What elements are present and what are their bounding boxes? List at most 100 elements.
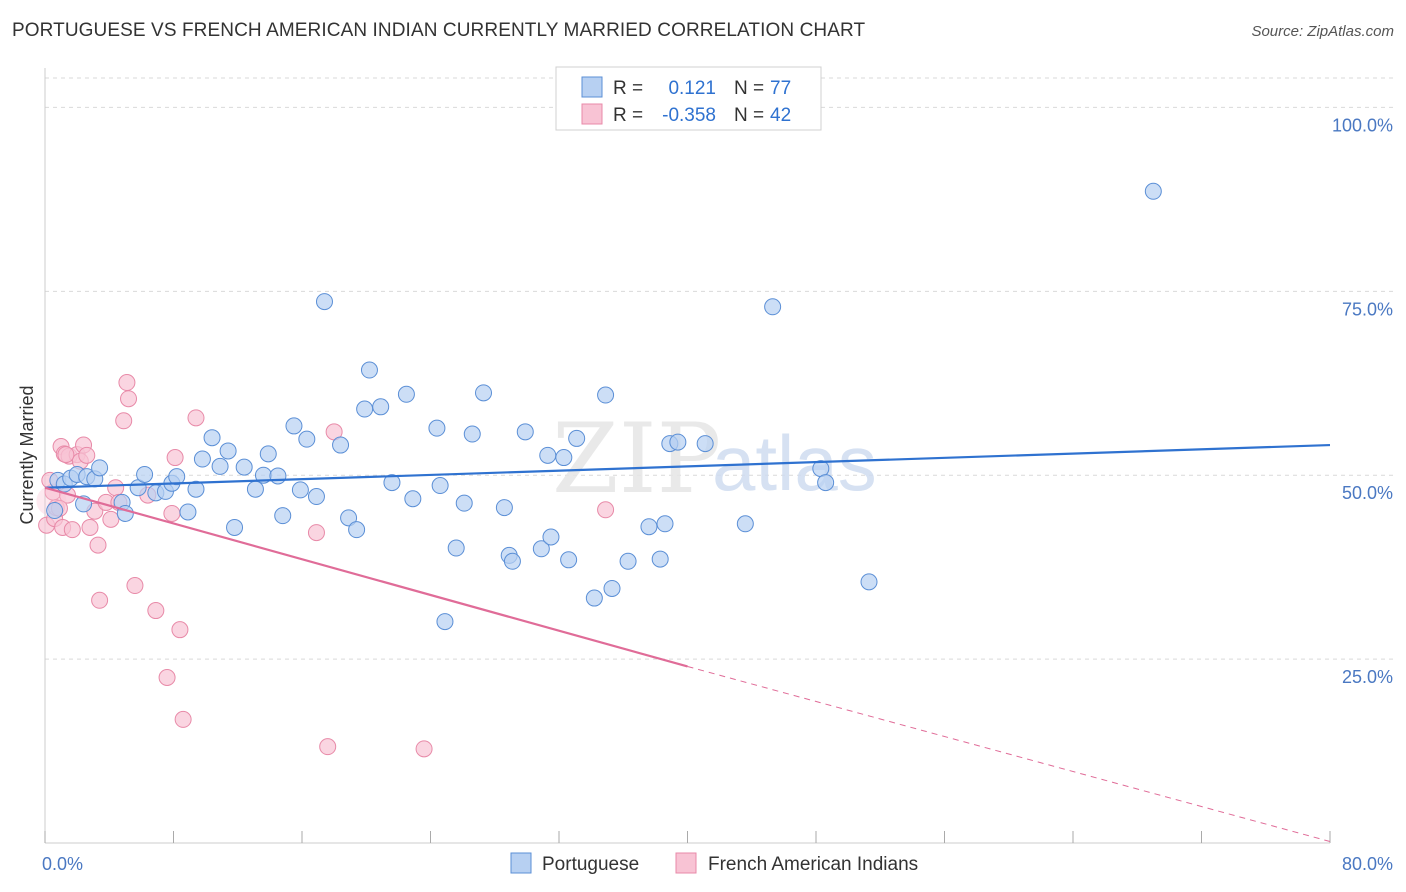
data-point-portuguese	[179, 503, 197, 521]
data-point-french-american-indians	[158, 668, 176, 686]
data-point-portuguese	[436, 613, 454, 631]
data-point-french-american-indians	[174, 710, 192, 728]
y-tick-label: 75.0%	[1342, 299, 1393, 319]
watermark-zip: ZIP	[552, 403, 721, 515]
data-point-portuguese	[307, 488, 325, 506]
correlation-legend: R = 0.121 N = 77 R = -0.358 N = 42	[555, 66, 822, 131]
data-point-portuguese	[764, 298, 782, 316]
data-point-portuguese	[348, 521, 366, 539]
data-point-portuguese	[383, 474, 401, 492]
trend-line-french-american-indians	[44, 486, 688, 668]
data-point-portuguese	[226, 518, 244, 536]
series-legend: Portuguese French American Indians	[510, 852, 918, 875]
data-point-portuguese	[516, 423, 534, 441]
data-point-portuguese	[568, 429, 586, 447]
source-credit: Source: ZipAtlas.com	[1251, 23, 1394, 40]
data-point-portuguese	[619, 552, 637, 570]
legend-label-portuguese: Portuguese	[542, 854, 639, 875]
data-point-french-american-indians	[63, 521, 81, 539]
data-point-portuguese	[298, 430, 316, 448]
data-point-portuguese	[397, 385, 415, 403]
x-tick-label-max: 80.0%	[1342, 854, 1393, 874]
data-point-portuguese	[560, 551, 578, 569]
legend-swatch-pink	[581, 103, 603, 125]
data-point-portuguese	[597, 386, 615, 404]
data-point-portuguese	[463, 425, 481, 443]
data-point-portuguese	[136, 465, 154, 483]
data-point-portuguese	[736, 515, 754, 533]
data-point-french-american-indians	[597, 501, 615, 519]
data-point-french-american-indians	[163, 504, 181, 522]
data-point-portuguese	[259, 445, 277, 463]
data-point-french-american-indians	[115, 412, 133, 430]
data-point-portuguese	[269, 467, 287, 485]
data-point-french-american-indians	[81, 518, 99, 536]
watermark: ZIP atlas	[552, 403, 877, 515]
data-point-portuguese	[455, 494, 473, 512]
data-point-portuguese	[372, 398, 390, 416]
y-axis-title: Currently Married	[17, 385, 37, 524]
data-point-portuguese	[447, 539, 465, 557]
data-point-portuguese	[603, 579, 621, 597]
legend-n-value-1: 77	[770, 78, 791, 99]
legend-r-label-1: R =	[613, 78, 643, 99]
legend-n-value-2: 42	[770, 105, 791, 126]
legend-n-label-2: N =	[734, 105, 764, 126]
data-point-portuguese	[187, 480, 205, 498]
data-point-portuguese	[503, 552, 521, 570]
data-point-french-american-indians	[102, 510, 120, 528]
data-point-french-american-indians	[89, 536, 107, 554]
data-point-portuguese	[640, 518, 658, 536]
data-point-portuguese	[585, 589, 603, 607]
data-point-portuguese	[168, 468, 186, 486]
data-point-portuguese	[555, 449, 573, 467]
data-point-french-american-indians	[307, 524, 325, 542]
chart-title: PORTUGUESE VS FRENCH AMERICAN INDIAN CUR…	[12, 20, 866, 41]
data-point-portuguese	[542, 528, 560, 546]
legend-label-french-american-indians: French American Indians	[708, 854, 918, 875]
data-point-portuguese	[428, 419, 446, 437]
data-point-portuguese	[219, 442, 237, 460]
data-point-portuguese	[495, 499, 513, 517]
data-point-portuguese	[651, 550, 669, 568]
data-point-portuguese	[246, 480, 264, 498]
data-point-french-american-indians	[319, 738, 337, 756]
data-point-french-american-indians	[91, 591, 109, 609]
data-point-portuguese	[340, 509, 358, 527]
data-point-french-american-indians	[126, 577, 144, 595]
data-point-portuguese	[532, 540, 550, 558]
legend-r-label-2: R =	[613, 105, 643, 126]
data-point-french-american-indians	[147, 602, 165, 620]
x-tick-labels: 0.0% 80.0%	[42, 854, 1393, 874]
data-point-portuguese	[669, 433, 687, 451]
trend-lines	[44, 443, 1331, 843]
y-tick-label: 25.0%	[1342, 667, 1393, 687]
data-point-portuguese	[431, 477, 449, 495]
data-point-portuguese	[356, 400, 374, 418]
y-tick-labels: 25.0% 50.0% 75.0% 100.0%	[1332, 115, 1393, 687]
x-tick-label-min: 0.0%	[42, 854, 83, 874]
data-point-portuguese	[291, 481, 309, 499]
data-point-portuguese	[539, 446, 557, 464]
legend-swatch-portuguese	[510, 852, 532, 874]
data-point-french-american-indians	[120, 390, 138, 408]
data-point-french-american-indians	[118, 374, 136, 392]
data-point-french-american-indians	[171, 621, 189, 639]
data-point-french-american-indians	[78, 446, 96, 464]
data-point-portuguese	[235, 458, 253, 476]
data-point-portuguese	[1144, 182, 1162, 200]
y-tick-label: 50.0%	[1342, 483, 1393, 503]
data-point-french-american-indians	[107, 479, 125, 497]
data-point-portuguese	[315, 293, 333, 311]
data-point-portuguese	[656, 515, 674, 533]
legend-r-value-2: -0.358	[662, 105, 716, 126]
data-point-portuguese	[274, 507, 292, 525]
data-point-french-american-indians	[415, 740, 433, 758]
legend-n-label-1: N =	[734, 78, 764, 99]
legend-swatch-french-american-indians	[675, 852, 697, 874]
data-point-portuguese	[211, 457, 229, 475]
data-point-portuguese	[817, 474, 835, 492]
data-point-portuguese	[91, 459, 109, 477]
data-point-french-american-indians	[187, 409, 205, 427]
